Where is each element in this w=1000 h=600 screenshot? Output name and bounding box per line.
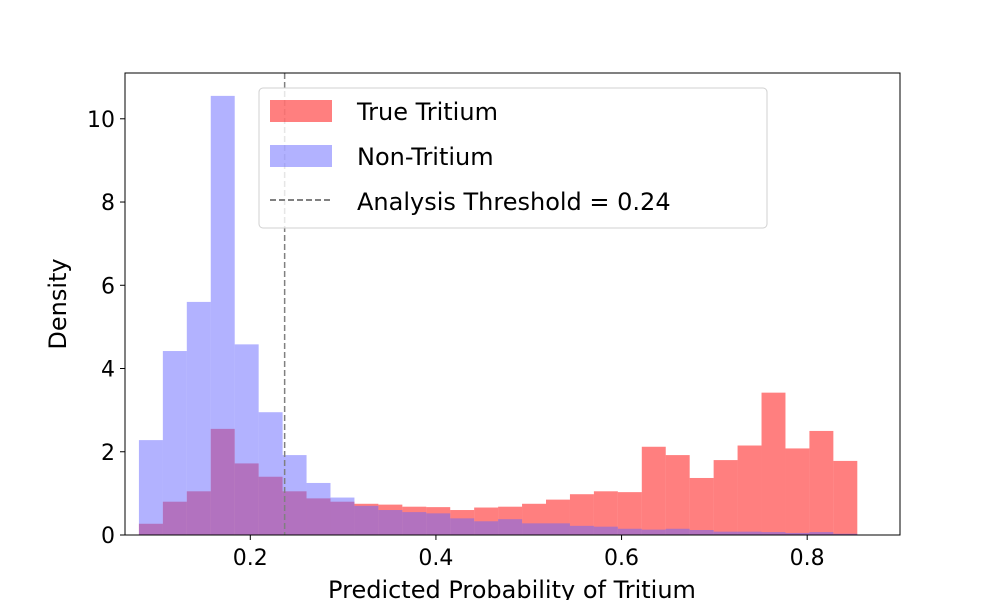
series-2-bar [761, 532, 786, 535]
legend-threshold-label: Analysis Threshold = 0.24 [357, 188, 671, 216]
series-2-bar [186, 301, 211, 535]
y-tick-label: 10 [87, 108, 115, 133]
series-1-bar [665, 455, 690, 535]
series-2-bar [593, 526, 618, 535]
series-2-bar [689, 530, 714, 535]
series-2-bar [522, 523, 547, 535]
series-1-bar [689, 477, 714, 535]
legend-box [258, 87, 768, 229]
series-2-bar [809, 532, 834, 535]
series-2-bar [258, 412, 283, 535]
series-2-bars [138, 95, 858, 535]
y-tick-label: 8 [101, 191, 115, 216]
series-2-bar [354, 505, 379, 535]
series-2-bar [641, 529, 666, 535]
series-2-bar [498, 519, 523, 535]
legend-label: Non-Tritium [357, 143, 494, 171]
x-tick-label: 0.6 [604, 546, 639, 571]
y-axis-ticks: 0 2 4 6 8 10 [87, 108, 125, 549]
series-1-bar [737, 445, 762, 535]
series-1-bar [713, 460, 738, 535]
series-2-bar [234, 344, 259, 535]
series-2-bar [569, 525, 594, 535]
series-1-bar [809, 430, 834, 535]
series-1-bar [641, 446, 666, 535]
series-2-bar [330, 497, 355, 535]
series-2-bar [713, 531, 738, 535]
legend-label: True Tritium [356, 98, 498, 126]
y-tick-label: 4 [101, 358, 115, 383]
series-2-bar [282, 455, 307, 535]
series-2-bar [378, 510, 403, 535]
legend-swatch [270, 100, 332, 122]
series-2-bar [210, 95, 235, 535]
legend: True Tritium Non-Tritium Analysis Threshol… [258, 87, 768, 229]
y-tick-label: 0 [101, 524, 115, 549]
plot-frame [124, 72, 901, 536]
x-tick-label: 0.8 [790, 546, 825, 571]
histogram-bars [138, 95, 858, 535]
series-2-bar [426, 513, 451, 535]
series-2-bar [546, 523, 570, 535]
series-1-bar [761, 392, 786, 535]
series-2-bar [402, 512, 427, 535]
series-2-bar [306, 482, 331, 535]
y-axis-label: Density [44, 258, 72, 349]
series-2-bar [665, 528, 690, 535]
series-2-bar [474, 521, 499, 535]
series-2-bar [833, 533, 858, 535]
series-1-bar [785, 448, 810, 535]
y-tick-label: 2 [101, 441, 115, 466]
legend-swatch [270, 145, 332, 167]
series-1-bar [593, 491, 618, 535]
x-axis-label: Predicted Probability of Tritium [328, 576, 696, 600]
series-2-bar [617, 528, 642, 535]
series-1-bar [569, 494, 594, 535]
series-2-bar [737, 531, 762, 535]
x-axis-ticks: 0.2 0.4 0.6 0.8 [233, 535, 825, 571]
y-tick-label: 6 [101, 274, 115, 299]
series-1-bar [617, 492, 642, 535]
x-tick-label: 0.2 [233, 546, 268, 571]
x-tick-label: 0.4 [418, 546, 453, 571]
series-2-bar [450, 518, 475, 535]
series-1-bar [833, 460, 858, 535]
series-2-bar [785, 532, 810, 535]
series-2-bar [138, 440, 163, 535]
series-2-bar [162, 351, 187, 535]
